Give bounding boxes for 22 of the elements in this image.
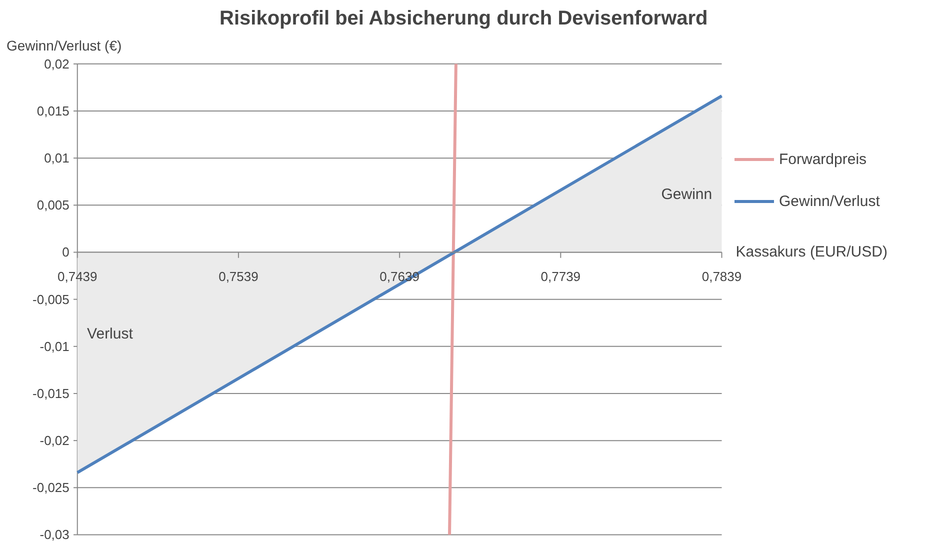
y-tick-label: 0,02 [44, 56, 70, 72]
legend-label: Forwardpreis [779, 150, 867, 168]
y-tick-label: 0 [62, 244, 70, 260]
x-tick-label: 0,7439 [58, 269, 98, 284]
x-tick-label: 0,7539 [218, 269, 258, 284]
y-tick-label: -0,01 [40, 338, 70, 354]
y-tick-label: 0,01 [44, 150, 70, 166]
y-tick-label: -0,015 [32, 386, 70, 401]
series-label: Gewinn [661, 186, 712, 203]
y-axis-title: Gewinn/Verlust (€) [6, 38, 122, 54]
series-label: Verlust [87, 325, 134, 342]
x-tick-label: 0,7739 [540, 269, 581, 284]
x-axis-title: Kassakurs (EUR/USD) [736, 244, 888, 261]
x-tick-label: 0,7839 [702, 269, 742, 284]
legend-label: Gewinn/Verlust [779, 192, 880, 210]
y-tick-label: 0,015 [36, 104, 70, 118]
y-tick-label: -0,02 [40, 433, 70, 448]
y-tick-label: 0,005 [36, 198, 70, 213]
y-tick-label: -0,025 [32, 480, 70, 496]
chart-title: Risikoprofil bei Absicherung durch Devisenforward [220, 8, 708, 30]
y-tick-label: -0,03 [40, 527, 70, 542]
y-tick-label: -0,005 [32, 292, 70, 307]
